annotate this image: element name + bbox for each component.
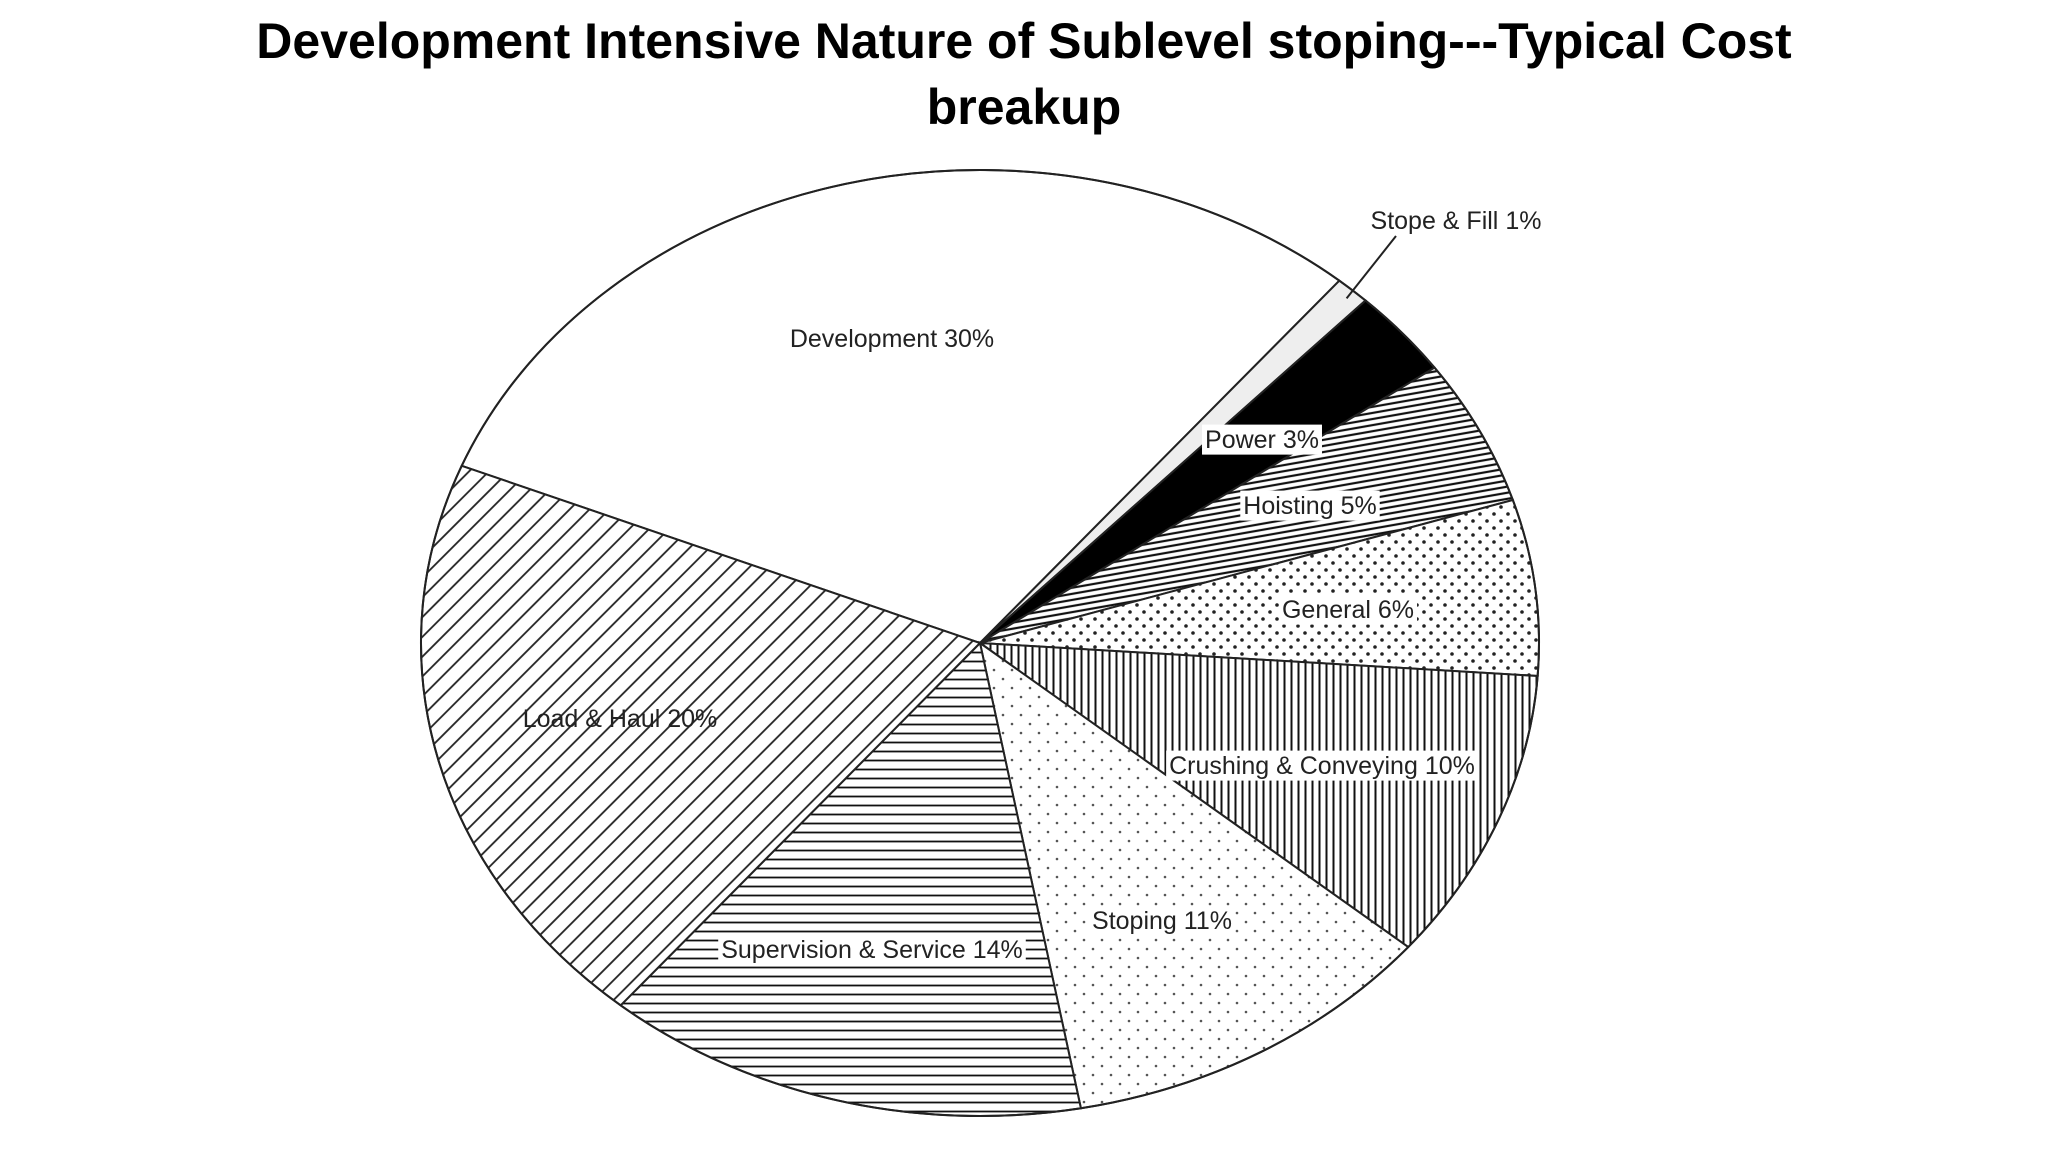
slice-label: Crushing & Conveying 10% xyxy=(1169,752,1475,780)
slice-value: 14% xyxy=(973,936,1023,964)
slice-label: General 6% xyxy=(1282,596,1414,624)
slice-category: Development xyxy=(790,325,937,353)
pie-outline xyxy=(420,169,1540,1117)
slice-category: Stope & Fill xyxy=(1371,207,1499,235)
slice-value: 5% xyxy=(1341,492,1377,520)
slice-value: 6% xyxy=(1378,596,1414,624)
slice-category: Stoping xyxy=(1092,907,1177,935)
slice-value: 30% xyxy=(944,325,994,353)
slice-label: Stoping 11% xyxy=(1092,907,1232,935)
label-background xyxy=(1240,490,1380,521)
slice-category: General xyxy=(1282,596,1371,624)
label-background xyxy=(1089,905,1235,936)
label-background xyxy=(718,934,1026,965)
label-background xyxy=(1278,594,1418,625)
slice-label: Hoisting 5% xyxy=(1243,492,1376,520)
chart-title: Development Intensive Nature of Sublevel… xyxy=(256,13,1792,135)
slice-value: 1% xyxy=(1505,207,1541,235)
slice-category: Crushing & Conveying xyxy=(1169,752,1418,780)
label-background xyxy=(1202,424,1322,455)
slice-category: Load & Haul xyxy=(523,705,661,733)
slice-value: 10% xyxy=(1425,752,1475,780)
pie xyxy=(419,168,1541,1117)
slice-label: Stope & Fill 1% xyxy=(1371,207,1542,235)
slice-value: 20% xyxy=(667,705,717,733)
slice-category: Supervision & Service xyxy=(721,936,966,964)
slice-label: Load & Haul 20% xyxy=(523,705,718,733)
pie-labels: Development 30% Stope & Fill 1% Power 3% Ho… xyxy=(523,207,1542,965)
slice-label: Development 30% xyxy=(790,325,994,353)
slice-category: Power xyxy=(1205,426,1276,454)
label-background xyxy=(1166,750,1478,781)
slice-value: 3% xyxy=(1283,426,1319,454)
slice-category: Hoisting xyxy=(1243,492,1333,520)
slice-label: Power 3% xyxy=(1205,426,1319,454)
slice-value: 11% xyxy=(1184,907,1232,935)
slice-label: Supervision & Service 14% xyxy=(721,936,1023,964)
leader-line xyxy=(1345,235,1397,300)
